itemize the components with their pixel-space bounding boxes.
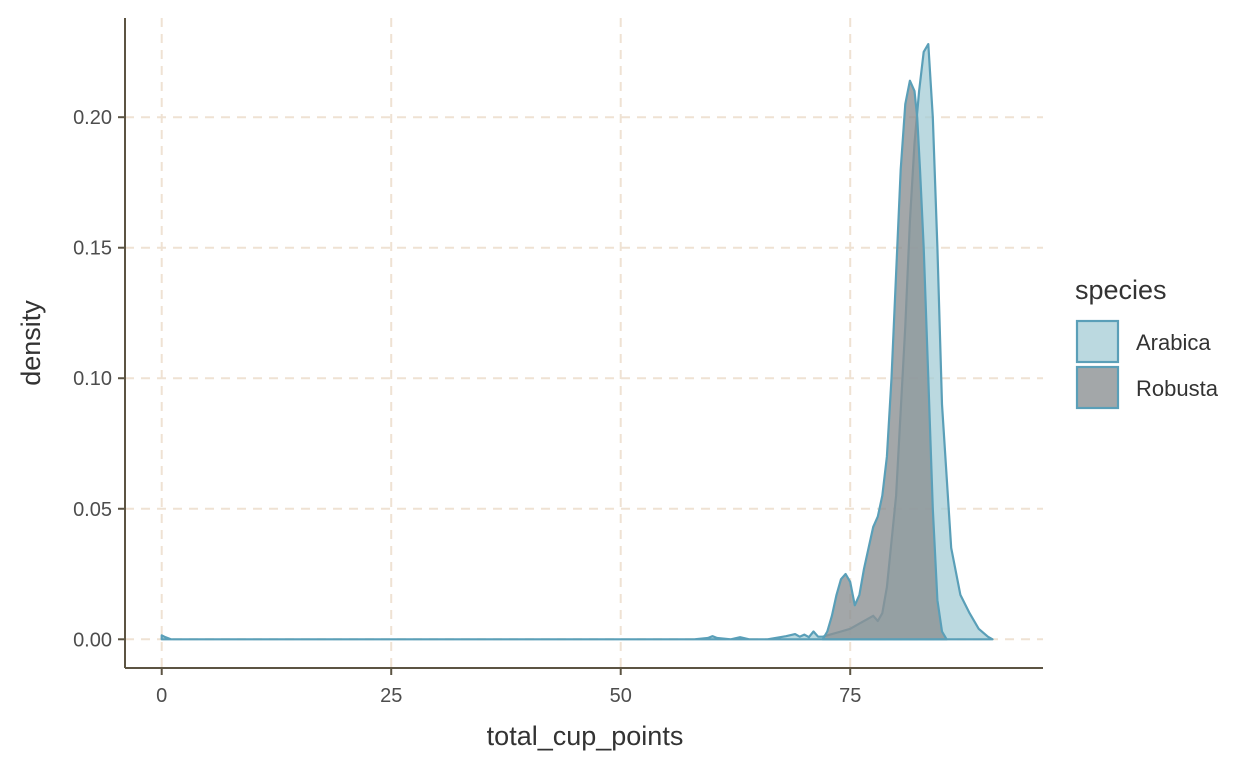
legend-label-robusta: Robusta xyxy=(1136,376,1219,401)
y-tick-label: 0.10 xyxy=(73,368,112,390)
x-tick-label: 0 xyxy=(156,685,167,707)
x-axis-title: total_cup_points xyxy=(487,721,684,751)
legend-swatch-arabica xyxy=(1075,319,1120,364)
x-tick-label: 50 xyxy=(610,685,632,707)
y-tick-label: 0.05 xyxy=(73,499,112,521)
y-tick-label: 0.15 xyxy=(73,238,112,260)
legend-title: species xyxy=(1075,275,1167,305)
legend: species Arabica Robusta xyxy=(1075,275,1219,410)
x-tick-label: 75 xyxy=(839,685,861,707)
legend-label-arabica: Arabica xyxy=(1136,330,1211,355)
density-area-robusta xyxy=(821,79,948,641)
y-tick-label: 0.00 xyxy=(73,629,112,651)
y-tick-label: 0.20 xyxy=(73,107,112,129)
y-axis-title: density xyxy=(16,300,46,386)
density-areas xyxy=(160,43,994,641)
x-tick-label: 25 xyxy=(380,685,402,707)
axes xyxy=(118,18,1043,675)
tick-labels: 0 25 50 75 0.00 0.05 0.10 0.15 0.20 xyxy=(73,107,861,707)
legend-swatch-robusta xyxy=(1075,365,1120,410)
